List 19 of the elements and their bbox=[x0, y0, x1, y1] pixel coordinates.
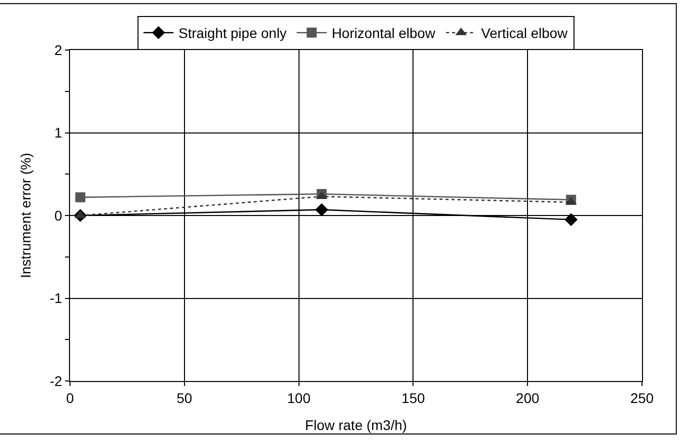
y-axis-title: Instrument error (%) bbox=[17, 152, 34, 278]
point bbox=[564, 213, 578, 226]
point bbox=[75, 192, 86, 202]
legend-label: Straight pipe only bbox=[178, 25, 287, 42]
x-tick-label: 50 bbox=[176, 390, 192, 406]
y-tick-label: -1 bbox=[50, 290, 62, 306]
y-tick-label: 1 bbox=[54, 124, 62, 141]
x-tick-label: 200 bbox=[516, 390, 540, 406]
y-tick-label: -2 bbox=[50, 372, 62, 389]
x-tick-label: 250 bbox=[630, 390, 654, 406]
point bbox=[315, 203, 328, 216]
x-axis-title: Flow rate (m3/h) bbox=[305, 417, 407, 434]
y-tick-label: 0 bbox=[54, 207, 62, 224]
x-tick-label: 150 bbox=[402, 390, 426, 406]
x-tick-label: 0 bbox=[66, 390, 74, 406]
y-tick-label: 2 bbox=[54, 42, 62, 58]
legend-label: Horizontal elbow bbox=[332, 25, 436, 42]
legend-label: Vertical elbow bbox=[481, 25, 568, 42]
x-tick-label: 100 bbox=[287, 390, 311, 406]
